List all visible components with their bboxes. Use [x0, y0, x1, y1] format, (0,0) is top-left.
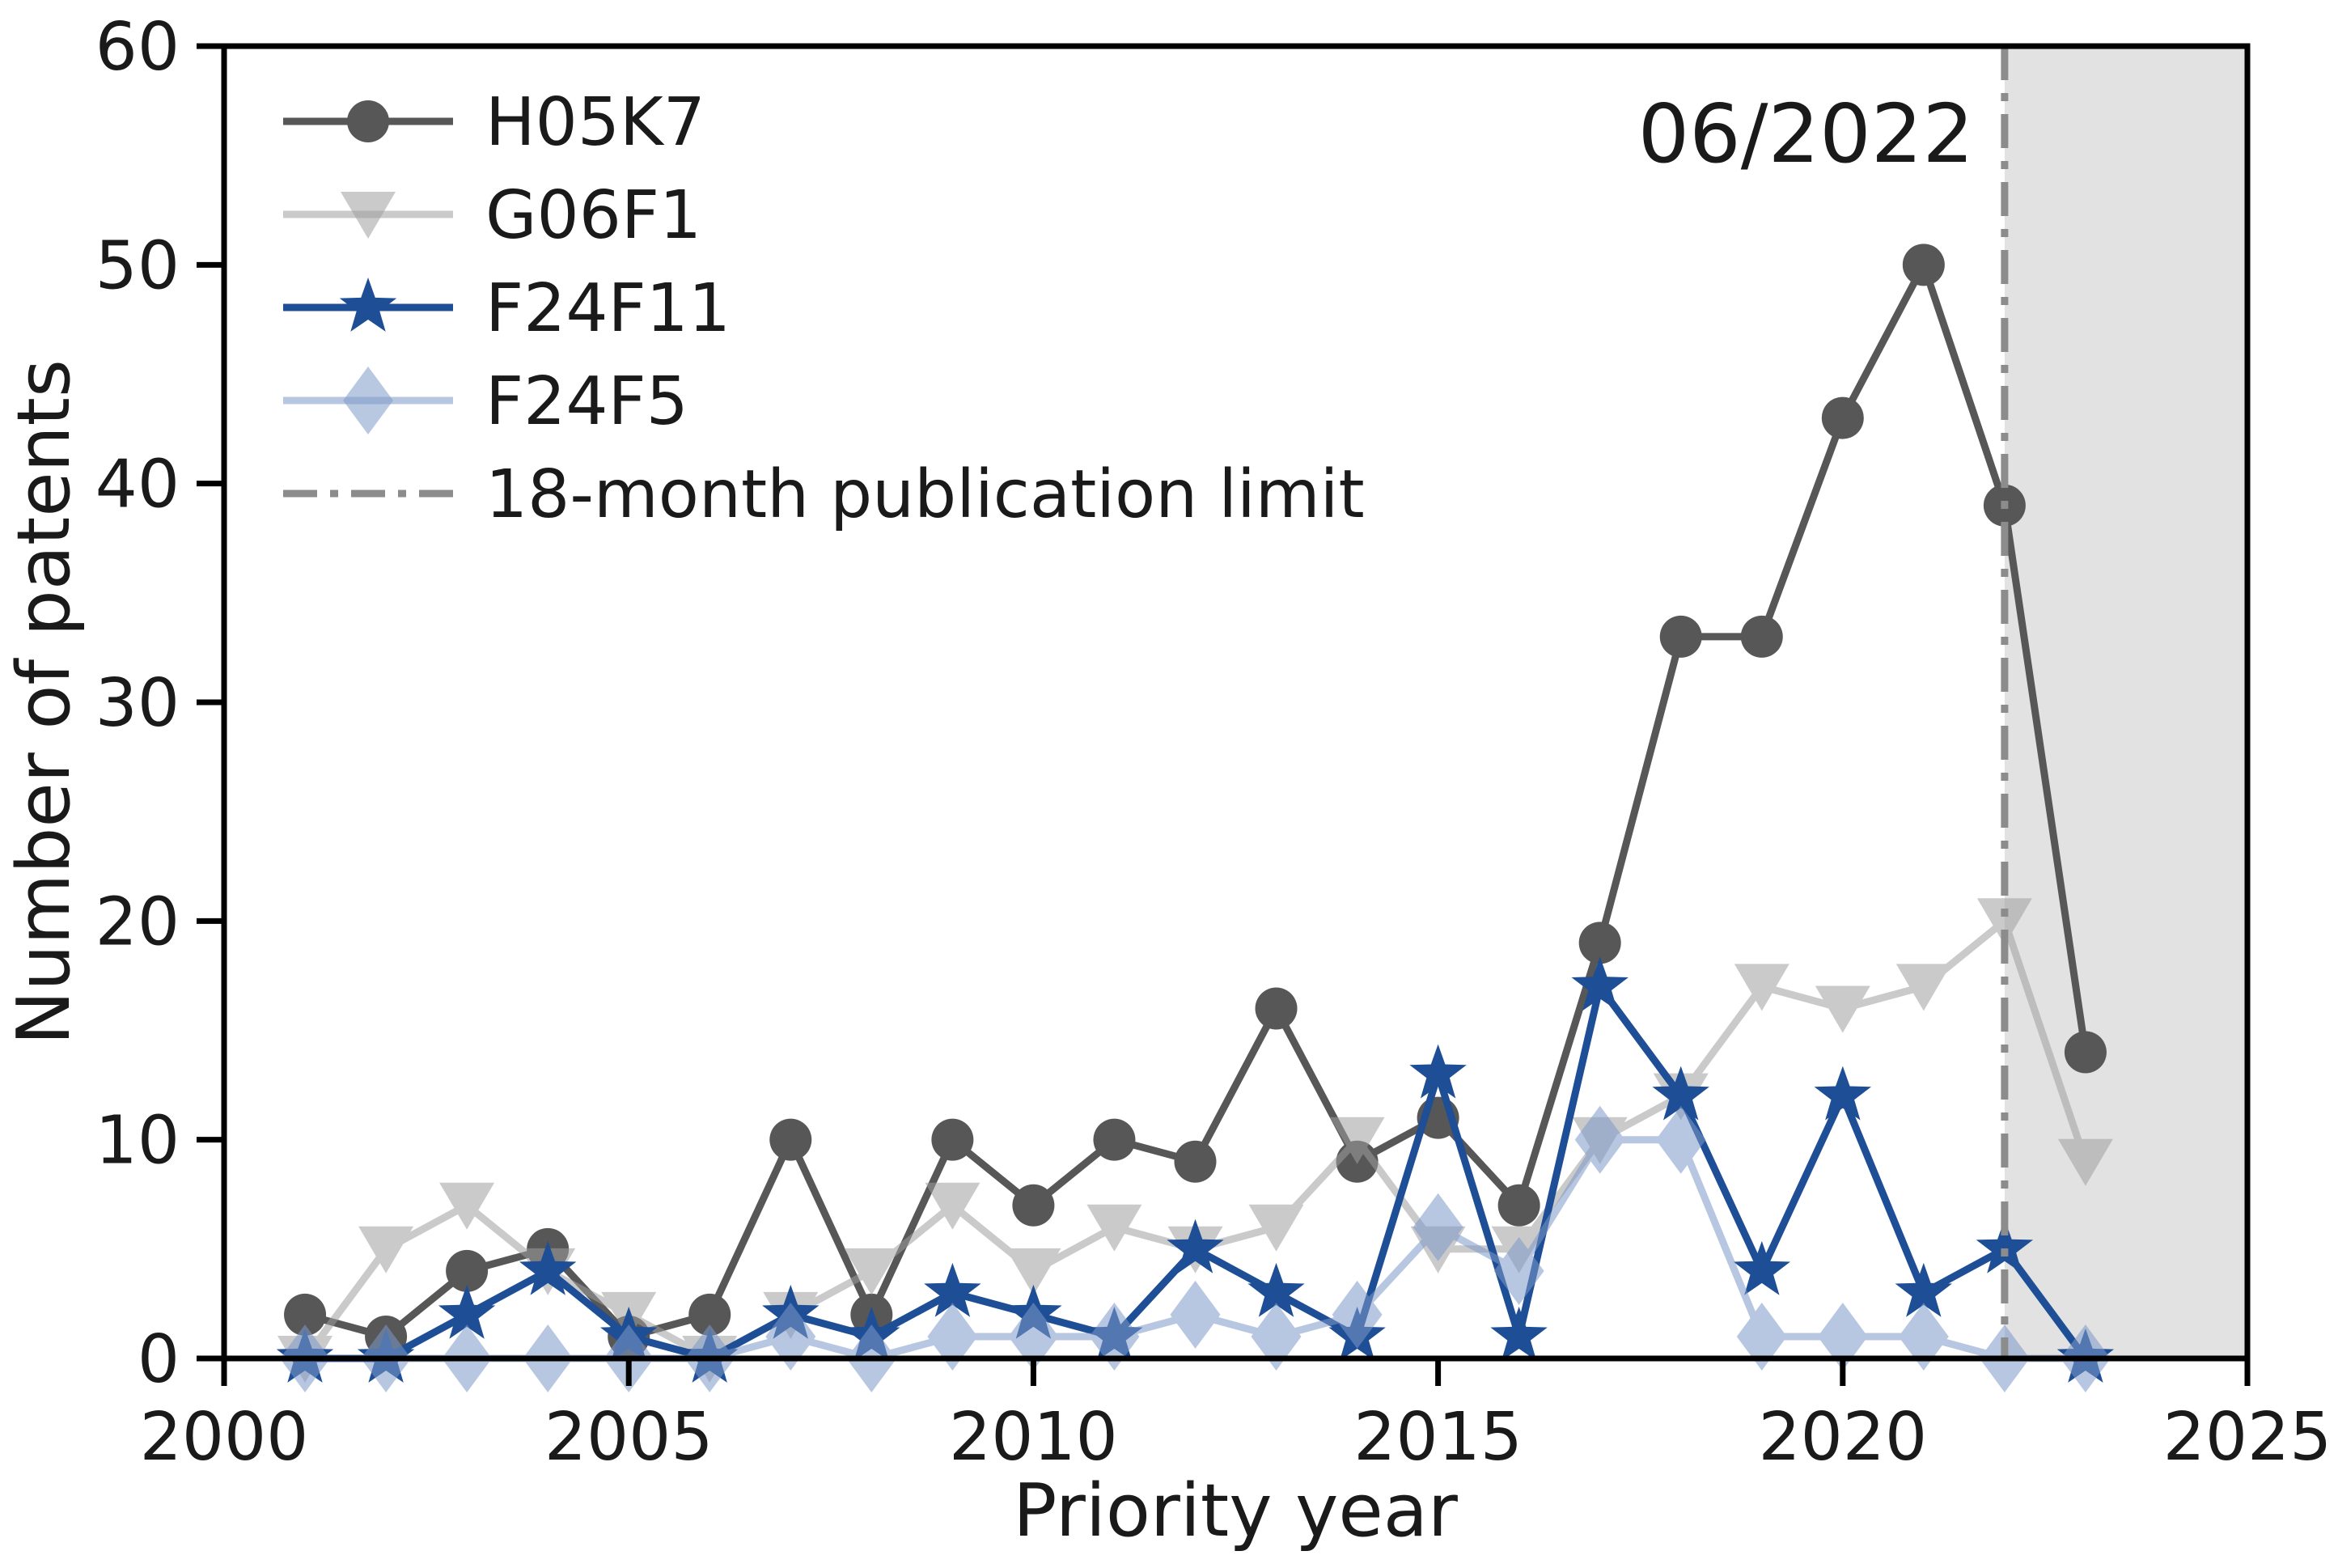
marker-F24F5 — [927, 1303, 978, 1371]
marker-G06F1 — [1006, 1248, 1061, 1295]
legend-circle-icon — [347, 100, 389, 142]
legend-star-icon — [339, 278, 397, 332]
marker-G06F1 — [1248, 1204, 1304, 1252]
marker-F24F11 — [1490, 1307, 1548, 1361]
x-tick-label: 2015 — [1353, 1399, 1523, 1476]
marker-F24F11 — [924, 1262, 981, 1317]
legend-item-publication-limit: 18-month publication limit — [283, 456, 1365, 533]
y-tick-label: 20 — [95, 884, 180, 960]
legend-item-F24F11: F24F11 — [283, 270, 731, 347]
x-tick-label: 2005 — [544, 1399, 714, 1476]
marker-F24F11 — [1895, 1262, 1952, 1317]
legend-diamond-icon — [343, 367, 393, 434]
legend-label: F24F11 — [485, 270, 731, 347]
y-tick-label: 30 — [95, 665, 180, 742]
legend-item-H05K7: H05K7 — [283, 84, 705, 161]
legend-triangle-down-icon — [341, 192, 396, 239]
marker-F24F5 — [1736, 1303, 1787, 1371]
marker-F24F11 — [1247, 1262, 1305, 1317]
y-tick-label: 10 — [95, 1103, 180, 1180]
marker-F24F5 — [1574, 1105, 1625, 1174]
marker-G06F1 — [1976, 898, 2032, 946]
marker-H05K7 — [446, 1249, 489, 1292]
marker-H05K7 — [284, 1293, 327, 1336]
marker-F24F5 — [1089, 1303, 1140, 1371]
legend-label: 18-month publication limit — [485, 456, 1365, 533]
marker-H05K7 — [1012, 1184, 1055, 1227]
marker-F24F5 — [1817, 1303, 1868, 1371]
marker-F24F11 — [519, 1240, 577, 1295]
marker-G06F1 — [439, 1182, 495, 1230]
marker-G06F1 — [925, 1182, 981, 1230]
marker-H05K7 — [1821, 396, 1864, 439]
shaded-region — [2004, 46, 2247, 1358]
marker-H05K7 — [1093, 1118, 1136, 1161]
marker-H05K7 — [1497, 1184, 1540, 1227]
publication-date-annotation: 06/2022 — [1638, 87, 1974, 181]
marker-G06F1 — [1329, 1117, 1385, 1164]
marker-H05K7 — [688, 1293, 731, 1336]
legend-item-G06F1: G06F1 — [283, 177, 701, 254]
marker-H05K7 — [931, 1118, 974, 1161]
marker-F24F5 — [1413, 1193, 1463, 1261]
marker-F24F5 — [1655, 1105, 1706, 1174]
x-tick-label: 2010 — [949, 1399, 1118, 1476]
legend-label: G06F1 — [485, 177, 701, 254]
x-tick-label: 2025 — [2163, 1399, 2332, 1476]
marker-G06F1 — [1086, 1204, 1142, 1252]
marker-H05K7 — [2064, 1031, 2107, 1074]
marker-F24F11 — [1571, 956, 1629, 1011]
marker-H05K7 — [1255, 987, 1298, 1030]
marker-G06F1 — [844, 1248, 900, 1295]
marker-F24F11 — [1167, 1218, 1224, 1273]
marker-G06F1 — [1734, 964, 1790, 1011]
x-tick-label: 2000 — [140, 1399, 309, 1476]
legend-item-F24F5: F24F5 — [283, 363, 688, 440]
y-tick-label: 0 — [138, 1321, 180, 1398]
series-F24F11 — [276, 956, 2115, 1383]
marker-H05K7 — [1740, 615, 1783, 658]
marker-F24F5 — [1170, 1280, 1221, 1349]
marker-F24F5 — [1008, 1303, 1059, 1371]
chart-plot-area — [276, 46, 2247, 1392]
x-tick-label: 2020 — [1758, 1399, 1927, 1476]
marker-F24F11 — [1733, 1240, 1790, 1295]
marker-F24F11 — [438, 1284, 496, 1339]
marker-H05K7 — [1659, 615, 1702, 658]
marker-F24F5 — [1251, 1303, 1302, 1371]
marker-F24F5 — [765, 1303, 816, 1371]
y-axis-label: Number of patents — [2, 359, 87, 1045]
marker-H05K7 — [1578, 922, 1621, 964]
chart-legend-layer: 2000 2005 2010 2015 2020 2025 0 10 20 30 40 50 60 H05… — [95, 9, 2332, 1476]
marker-G06F1 — [358, 1226, 414, 1273]
marker-F24F11 — [1814, 1066, 1871, 1121]
marker-G06F1 — [1815, 985, 1870, 1033]
marker-G06F1 — [2057, 1138, 2113, 1186]
marker-H05K7 — [1174, 1140, 1217, 1183]
y-tick-label: 60 — [95, 9, 180, 86]
series-F24F5 — [280, 1105, 2111, 1392]
marker-F24F5 — [1332, 1280, 1383, 1349]
marker-H05K7 — [1902, 244, 1945, 286]
marker-F24F11 — [1976, 1218, 2034, 1273]
marker-G06F1 — [1895, 964, 1951, 1011]
marker-F24F11 — [1652, 1066, 1709, 1121]
legend-label: H05K7 — [485, 84, 705, 161]
marker-F24F5 — [1898, 1303, 1949, 1371]
marker-F24F5 — [1493, 1236, 1544, 1305]
marker-H05K7 — [769, 1118, 812, 1161]
y-tick-label: 40 — [95, 447, 180, 523]
x-axis-label: Priority year — [1013, 1468, 1458, 1553]
y-tick-label: 50 — [95, 227, 180, 304]
marker-F24F11 — [1409, 1044, 1467, 1099]
legend-label: F24F5 — [485, 363, 688, 440]
